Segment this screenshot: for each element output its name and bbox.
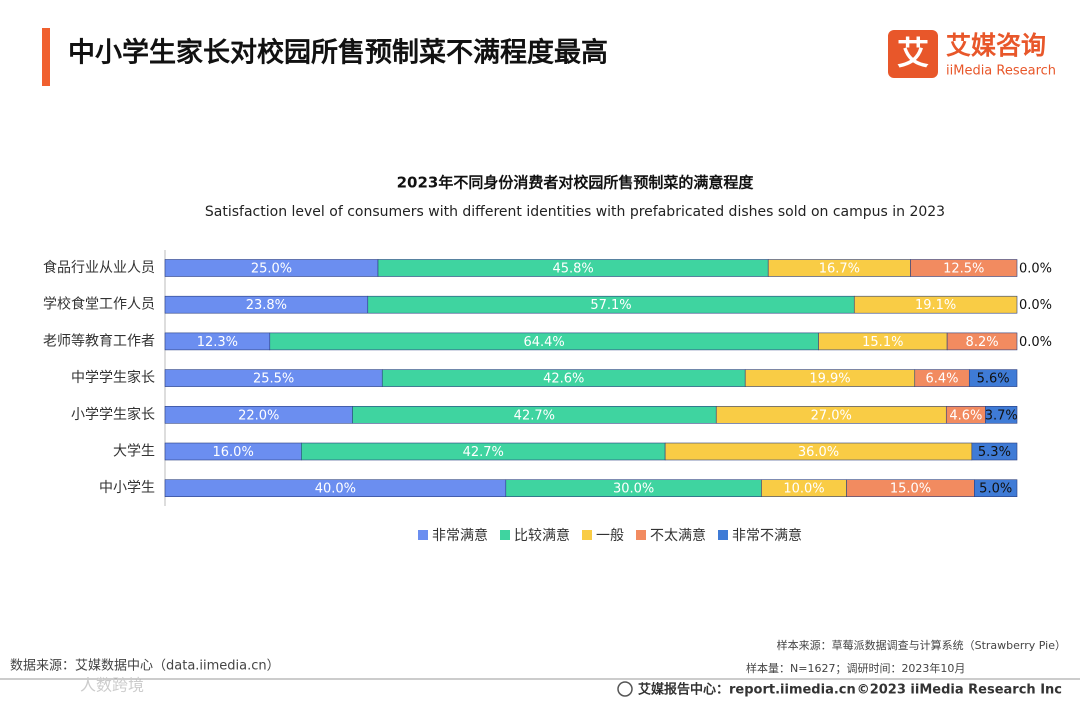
bar-segment [985, 405, 1018, 424]
data-label: 23.8% [246, 298, 287, 313]
data-label: 42.7% [463, 445, 504, 460]
data-label: 15.0% [890, 482, 931, 497]
data-label: 42.6% [543, 372, 584, 387]
chart-title: 2023年不同身份消费者对校园所售预制菜的满意程度 [397, 174, 755, 192]
logo-en: iiMedia Research [946, 64, 1056, 79]
legend-swatch [500, 530, 510, 540]
data-label: 0.0% [1019, 335, 1052, 350]
bar-segment [853, 295, 1018, 314]
data-label: 45.8% [552, 262, 593, 277]
legend-swatch [418, 530, 428, 540]
data-label: 5.6% [977, 372, 1010, 387]
data-label: 42.7% [514, 408, 555, 423]
legend-swatch [636, 530, 646, 540]
data-label: 8.2% [966, 335, 999, 350]
legend-label: 比较满意 [514, 527, 570, 544]
y-tick-label: 老师等教育工作者 [43, 332, 155, 349]
data-label: 19.9% [809, 372, 850, 387]
data-label: 22.0% [238, 408, 279, 423]
data-label: 16.0% [213, 445, 254, 460]
y-tick-label: 中小学生 [99, 480, 155, 496]
accent-bar [42, 28, 50, 86]
data-label: 27.0% [811, 408, 852, 423]
legend-label: 非常不满意 [732, 527, 802, 544]
data-label: 36.0% [798, 445, 839, 460]
data-label: 0.0% [1019, 262, 1052, 277]
data-label: 10.0% [783, 482, 824, 497]
data-label: 4.6% [949, 408, 982, 423]
report: 艾媒报告中心：report.iimedia.cn [638, 682, 856, 698]
bar-segment [910, 259, 1018, 277]
y-tick-label: 中学学生家长 [71, 369, 155, 386]
data-label: 40.0% [315, 482, 356, 497]
page-title: 中小学生家长对校园所售预制菜不满程度最高 [68, 37, 608, 69]
data-label: 16.7% [819, 262, 860, 277]
y-tick-label: 大学生 [113, 444, 155, 460]
logo-cn: 艾媒咨询 [946, 31, 1046, 60]
legend-swatch [582, 530, 592, 540]
bar-segment [971, 442, 1018, 461]
y-tick-label: 小学学生家长 [71, 406, 155, 423]
data-label: 12.5% [943, 262, 984, 277]
data-label: 30.0% [613, 482, 654, 497]
data-label: 12.3% [197, 335, 238, 350]
bar-segment [946, 332, 1018, 351]
logo-mark: 艾 [897, 34, 929, 72]
data-label: 0.0% [1019, 298, 1052, 313]
legend-swatch [718, 530, 728, 540]
source: 数据来源：艾媒数据中心（data.iimedia.cn） [10, 659, 280, 674]
sample-source: 样本来源：草莓派数据调查与计算系统（Strawberry Pie） [777, 638, 1066, 652]
y-tick-label: 食品行业从业人员 [43, 259, 155, 276]
data-label: 25.0% [251, 262, 292, 277]
data-label: 57.1% [590, 298, 631, 313]
sample-size: 样本量：N=1627；调研时间：2023年10月 [746, 661, 965, 675]
legend-label: 一般 [596, 528, 624, 544]
data-label: 5.0% [979, 482, 1012, 497]
bar-segment [968, 369, 1018, 387]
data-label: 15.1% [862, 335, 903, 350]
data-label: 6.4% [926, 372, 959, 387]
data-label: 5.3% [978, 445, 1011, 460]
data-label: 3.7% [985, 408, 1018, 423]
legend-label: 不太满意 [650, 527, 706, 544]
data-label: 25.5% [253, 372, 294, 387]
copyright: ©2023 iiMedia Research Inc [857, 683, 1062, 698]
logo-box [888, 30, 938, 78]
data-label: 64.4% [523, 335, 564, 350]
legend-label: 非常满意 [432, 527, 488, 544]
watermark: 人数跨境 [80, 676, 144, 695]
y-tick-label: 学校食堂工作人员 [43, 296, 155, 313]
bar-segment [974, 479, 1018, 498]
chart-subtitle: Satisfaction level of consumers with dif… [205, 204, 945, 220]
report-icon [617, 681, 633, 697]
data-label: 19.1% [915, 298, 956, 313]
